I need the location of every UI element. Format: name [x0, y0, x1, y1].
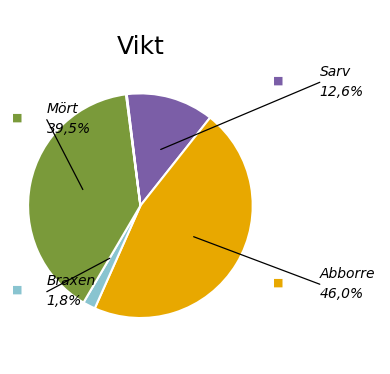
- Wedge shape: [28, 94, 140, 303]
- Text: 1,8%: 1,8%: [47, 294, 82, 308]
- Wedge shape: [95, 118, 253, 318]
- Text: ■: ■: [273, 76, 284, 85]
- Text: ■: ■: [12, 113, 22, 123]
- Text: ■: ■: [273, 278, 284, 287]
- Text: Braxen: Braxen: [47, 274, 96, 288]
- Wedge shape: [127, 94, 210, 206]
- Text: 46,0%: 46,0%: [320, 286, 364, 301]
- Wedge shape: [126, 94, 140, 206]
- Text: ■: ■: [12, 285, 22, 295]
- Text: Abborre: Abborre: [320, 267, 375, 281]
- Text: 12,6%: 12,6%: [320, 85, 364, 99]
- Wedge shape: [83, 206, 140, 308]
- Text: 39,5%: 39,5%: [47, 122, 91, 136]
- Title: Vikt: Vikt: [117, 35, 164, 59]
- Text: Sarv: Sarv: [320, 65, 351, 79]
- Text: Mört: Mört: [47, 102, 78, 116]
